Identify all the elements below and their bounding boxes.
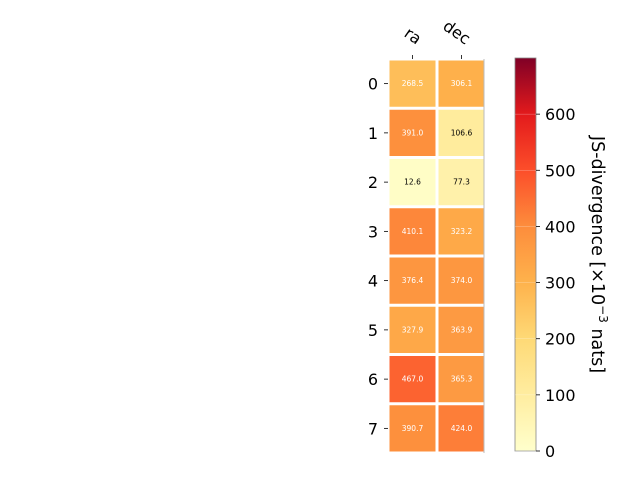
column-axis: ra dec (401, 16, 474, 59)
colorbar: 0 100 200 300 400 500 600 JS-divergence [×10−3 … (514, 57, 610, 461)
heatmap-cell-0-ra (389, 60, 436, 107)
heatmap-cell-3-ra (389, 208, 436, 255)
row-axis: 0 1 2 3 4 5 6 7 (368, 75, 388, 438)
row-tick-label: 3 (368, 222, 378, 241)
cell-value-label: 323.2 (451, 227, 473, 236)
cell-value-label: 391.0 (402, 128, 424, 137)
row-tick-label: 4 (368, 272, 378, 291)
cell-value-label: 365.3 (451, 375, 473, 384)
row-tick-label: 2 (368, 173, 378, 192)
row-tick-label: 1 (368, 124, 378, 143)
cell-value-label: 363.9 (451, 325, 473, 334)
cell-value-label: 390.7 (402, 424, 424, 433)
colorbar-label-exponent: −3 (596, 305, 610, 323)
cell-value-label: 327.9 (402, 325, 424, 334)
colorbar-tick-label: 400 (545, 217, 576, 236)
colorbar-gradient (514, 57, 537, 452)
heatmap-cell-1-ra (389, 109, 436, 156)
colorbar-tick-label: 600 (545, 105, 576, 124)
colorbar-label: JS-divergence [×10−3 nats] (587, 135, 610, 373)
heatmap-cell-7-ra (389, 405, 436, 452)
cell-value-label: 268.5 (402, 79, 424, 88)
row-tick-label: 0 (368, 75, 378, 94)
heatmap-cell-0-dec (438, 60, 485, 107)
heatmap-cell-5-dec (438, 306, 485, 353)
colorbar-tick-label: 0 (545, 442, 555, 461)
cell-value-label: 376.4 (402, 276, 424, 285)
cell-value-label: 410.1 (402, 227, 424, 236)
heatmap-cell-7-dec (438, 405, 485, 452)
cell-value-label: 106.6 (451, 128, 473, 137)
cell-value-label: 12.6 (404, 178, 421, 187)
cell-value-label: 424.0 (451, 424, 473, 433)
row-tick-label: 5 (368, 321, 378, 340)
heatmap-cells (389, 59, 485, 453)
colorbar-tick-label: 200 (545, 330, 576, 349)
column-tick-label: ra (401, 23, 425, 48)
cell-value-label: 374.0 (451, 276, 473, 285)
heatmap-cell-2-dec (438, 159, 485, 206)
row-tick-label: 6 (368, 370, 378, 389)
colorbar-label-suffix: nats] (587, 323, 607, 373)
heatmap-cell-1-dec (438, 109, 485, 156)
cell-value-label: 77.3 (453, 178, 470, 187)
heatmap-cell-6-ra (389, 356, 436, 403)
heatmap-cell-4-ra (389, 257, 436, 304)
cell-value-label: 306.1 (451, 79, 473, 88)
heatmap-cell-4-dec (438, 257, 485, 304)
heatmap-cell-2-ra (389, 159, 436, 206)
colorbar-label-main: JS-divergence [×10 (587, 135, 607, 305)
colorbar-tick-label: 500 (545, 161, 576, 180)
column-tick-label: dec (440, 16, 474, 48)
row-tick-label: 7 (368, 419, 378, 438)
heatmap-cell-3-dec (438, 208, 485, 255)
heatmap-cell-labels: 268.5 306.1 391.0 106.6 12.6 77.3 410.1 323.2 37… (402, 79, 473, 433)
heatmap-cell-6-dec (438, 356, 485, 403)
colorbar-tick-label: 100 (545, 386, 576, 405)
colorbar-tick-label: 300 (545, 274, 576, 293)
cell-value-label: 467.0 (402, 375, 424, 384)
heatmap-cell-5-ra (389, 306, 436, 353)
